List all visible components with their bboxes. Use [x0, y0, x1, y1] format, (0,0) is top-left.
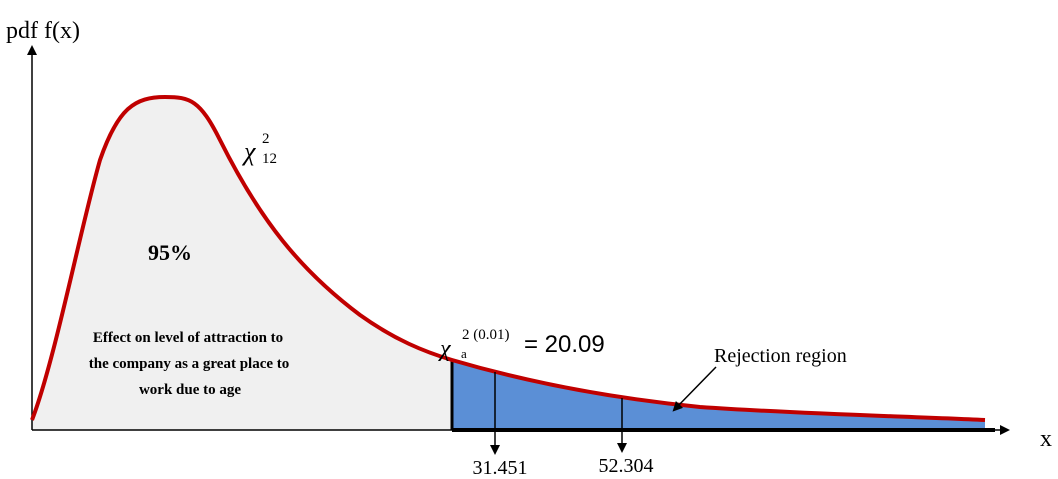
rejection-region-arrow — [672, 366, 717, 412]
description-line-1: Effect on level of attraction to — [93, 330, 283, 346]
description-line-3: work due to age — [139, 382, 241, 398]
marker-2-label: 52.304 — [599, 455, 654, 477]
marker-1-label: 31.451 — [473, 457, 528, 479]
rejection-region — [452, 360, 985, 430]
distribution-label: χ — [241, 137, 256, 166]
rejection-region-label: Rejection region — [714, 345, 847, 367]
chi-square-curve — [30, 94, 986, 422]
distribution-symbol: χ — [241, 137, 256, 166]
y-axis-label: pdf f(x) — [6, 18, 80, 44]
critical-superscript: 2 (0.01) — [462, 327, 510, 343]
distribution-subscript: 12 — [262, 151, 277, 167]
x-axis-label: x — [1040, 426, 1052, 452]
critical-equals: = 20.09 — [524, 331, 605, 358]
description-line-2: the company as a great place to — [89, 356, 290, 372]
percent-label: 95% — [148, 240, 192, 265]
critical-symbol: χ — [438, 336, 452, 362]
critical-subscript: a — [461, 346, 467, 361]
distribution-superscript: 2 — [262, 131, 270, 147]
acceptance-region — [32, 97, 452, 430]
